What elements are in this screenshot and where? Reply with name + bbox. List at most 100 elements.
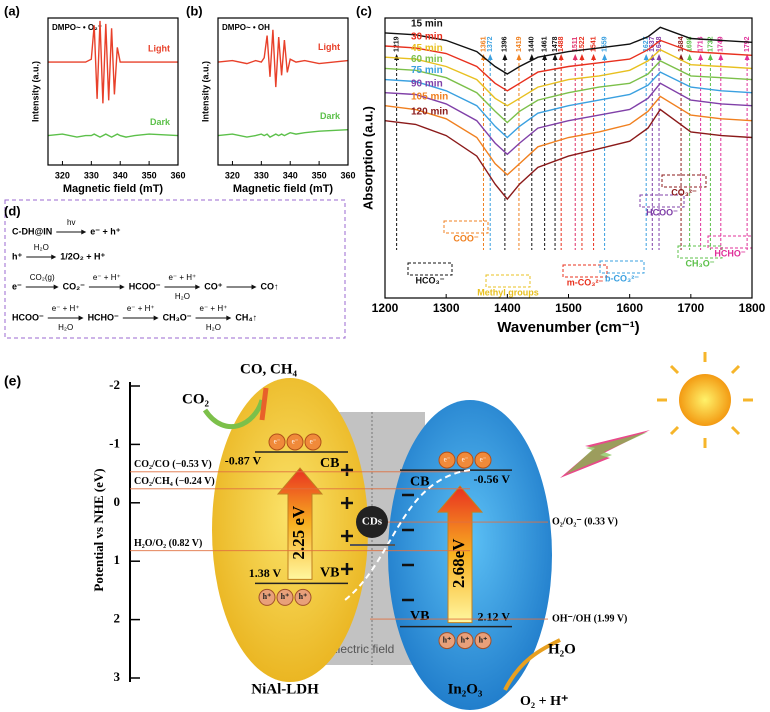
plot-frame [47, 17, 179, 166]
series-label: 60 min [411, 54, 443, 65]
series-line [384, 39, 753, 92]
peak-arrowhead [602, 54, 608, 60]
hole-label: h⁺ [299, 592, 308, 601]
series-line [384, 71, 753, 139]
series-line [217, 129, 349, 138]
series-label: Dark [320, 111, 341, 121]
hole-label: h⁺ [281, 592, 290, 601]
series-line [48, 20, 178, 104]
reference-label: H₂O/O₂ (0.82 V) [134, 538, 202, 549]
species: CO₂⁻ [63, 281, 85, 291]
panel-label: (a) [4, 3, 20, 18]
panel-label: (c) [356, 3, 372, 18]
series-label: Dark [150, 117, 171, 127]
series-label: 120 min [411, 106, 448, 117]
x-tick-label: 330 [254, 170, 269, 180]
group-bracket [599, 260, 645, 274]
series-label: 90 min [411, 78, 443, 89]
panel-label: (b) [186, 3, 203, 18]
peak-label: 1559 [601, 36, 608, 52]
x-tick-label: 1200 [372, 301, 399, 315]
arrow-label: e⁻ + H⁺ [93, 273, 121, 282]
y-tick-label: -2 [109, 377, 120, 392]
group-label: HCOO⁻ [646, 207, 678, 217]
plot-frame [384, 17, 753, 299]
gap-arrow [436, 485, 484, 624]
semiconductor-name: NiAl-LDH [251, 681, 319, 697]
panel-label: (d) [4, 203, 21, 218]
cb-value: -0.87 V [225, 454, 262, 468]
peak-label: 1627 [643, 36, 650, 52]
electron [286, 433, 304, 451]
arrow-label: e⁻ + H⁺ [52, 304, 80, 313]
gap-label: 2.25 eV [289, 505, 308, 560]
series-line [384, 60, 753, 124]
group-bracket [639, 194, 685, 208]
x-tick-label: 1700 [677, 301, 704, 315]
peak-label: 1511 [572, 37, 579, 52]
reaction-box [4, 199, 346, 339]
peak-label: 1684 [678, 36, 685, 52]
reactant-arrow [202, 399, 265, 430]
series-label: Light [148, 43, 170, 53]
vb-name: VB [320, 566, 339, 581]
peak-label: 1698 [686, 36, 693, 52]
peak-label: 1419 [516, 36, 523, 52]
species: HCHO⁻ [88, 312, 119, 322]
x-axis-label: Wavenumber (cm⁻¹) [497, 319, 639, 336]
peak-label: 1792 [744, 36, 751, 52]
cb-name: CB [320, 456, 339, 471]
group-label: HCHO⁻ [714, 248, 745, 258]
x-tick-label: 360 [340, 170, 355, 180]
peak-label: 1461 [541, 36, 548, 52]
x-tick-label: 1800 [739, 301, 766, 315]
group-label: HCO₃⁻ [416, 275, 445, 285]
field-label: Electric field [330, 642, 395, 656]
peak-label: 1732 [707, 36, 714, 52]
species: e⁻ + h⁺ [90, 226, 121, 236]
panel-title: DMPO~ • OH [222, 23, 270, 32]
peak-arrowhead [707, 54, 713, 60]
x-tick-label: 340 [283, 170, 298, 180]
series-line [384, 108, 753, 201]
peak-label: 1716 [697, 36, 704, 52]
reference-label: CO₂/CO (−0.53 V) [134, 459, 212, 470]
reactant: H₂O [548, 641, 576, 657]
reference-label: O₂/O₂⁻ (0.33 V) [552, 516, 618, 527]
product-arrow [259, 387, 269, 421]
arrow-label: H₂O [58, 323, 73, 332]
series-label: 45 min [411, 43, 443, 54]
electron-label: e⁻ [480, 456, 487, 464]
x-tick-label: 320 [55, 170, 70, 180]
group-bracket [443, 220, 489, 234]
panel-title: DMPO~ • O₂⁻ [52, 23, 102, 32]
peak-label: 1522 [579, 36, 586, 52]
peak-arrowhead [579, 54, 585, 60]
hole-label: h⁺ [479, 635, 488, 644]
group-label: CO₃²⁻ [671, 187, 697, 197]
x-tick-label: 350 [142, 170, 157, 180]
x-tick-label: 1500 [555, 301, 582, 315]
reference-label: CO₂/CH₄ (−0.24 V) [134, 476, 215, 487]
reaction-arrowhead [78, 315, 84, 321]
product: O₂ + H⁺ [520, 694, 568, 709]
vb-value: 1.38 V [249, 566, 282, 580]
x-axis-label: Magnetic field (mT) [63, 183, 164, 195]
peak-label: 1541 [590, 36, 597, 52]
peak-arrowhead [656, 54, 662, 60]
reaction-arrowhead [81, 229, 87, 235]
x-tick-label: 320 [225, 170, 240, 180]
hole [258, 588, 276, 606]
group-bracket [407, 262, 453, 276]
peak-arrowhead [678, 54, 684, 60]
product: CO, CH₄ [240, 361, 298, 377]
group-label: b-CO₃²⁻ [605, 273, 639, 283]
arrow-label: H₂O [175, 292, 190, 301]
y-tick-label: 2 [114, 611, 121, 626]
peak-arrowhead [643, 54, 649, 60]
sun [657, 352, 753, 448]
y-axis-label: Absorption (a.u.) [360, 106, 375, 210]
semiconductor-name: In₂O₃ [448, 681, 483, 697]
species: HCOO⁻ [129, 281, 161, 291]
